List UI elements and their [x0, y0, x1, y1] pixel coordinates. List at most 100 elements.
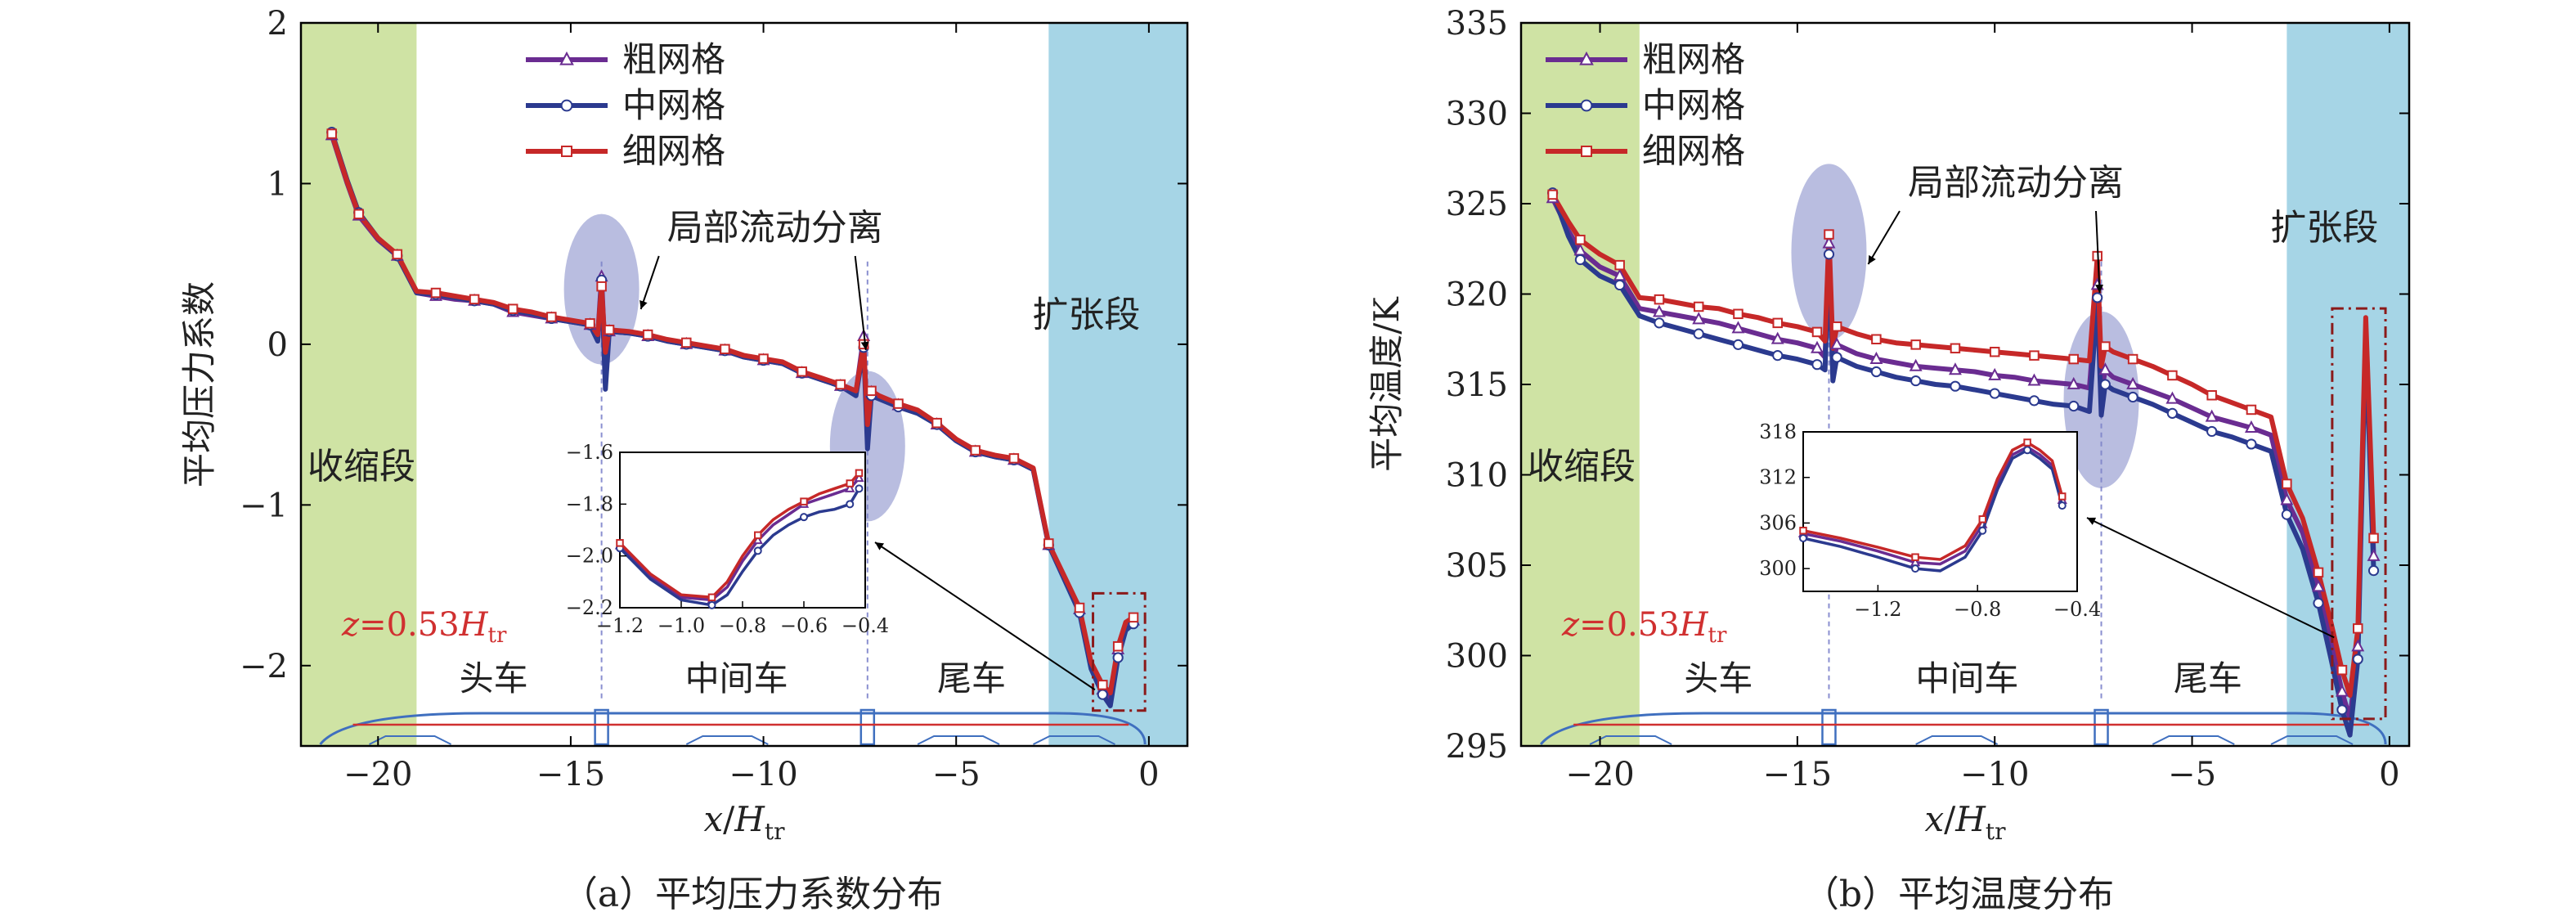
data-point-coarse — [1822, 236, 1836, 249]
y-tick-label: 305 — [1446, 547, 1508, 585]
data-point-coarse — [1988, 367, 2002, 380]
x-axis-label-part: / — [1944, 799, 1956, 839]
inset-data-point — [753, 546, 762, 555]
z-label-part: H — [459, 606, 489, 644]
data-point-medium — [1831, 352, 1842, 363]
data-point-fine — [931, 417, 942, 429]
data-point-coarse — [2367, 548, 2381, 561]
expansion-region — [1048, 23, 1187, 746]
contraction-region — [301, 23, 417, 746]
y-tick-label: 295 — [1446, 728, 1508, 766]
contraction-region — [1521, 23, 1640, 746]
panel-a-caption: （a）平均压力系数分布 — [562, 874, 943, 915]
data-point-coarse — [1948, 362, 1962, 375]
inset-data-point — [1799, 526, 1807, 535]
data-point-medium — [1811, 359, 1823, 371]
train-outline — [319, 708, 1147, 746]
data-point-fine — [585, 318, 595, 329]
annotation-label: 局部流动分离 — [1908, 162, 2124, 204]
car-joint — [2094, 708, 2109, 746]
data-point-medium — [1574, 254, 1586, 266]
data-point-fine — [866, 385, 877, 397]
data-point-fine — [1811, 326, 1823, 338]
data-point-medium — [1823, 249, 1835, 260]
inset-data-point — [800, 513, 808, 522]
data-point-medium — [2352, 654, 2363, 665]
train-outline — [1539, 708, 2387, 746]
data-point-medium — [1910, 375, 1922, 387]
inset-chart: −1.2 −1.0 −0.8 −0.6 −0.4 −2.2 −2.0 −1.8 −1.6 — [566, 441, 889, 637]
data-point-fine — [1575, 234, 1586, 245]
expansion-label: 扩张段 — [2270, 207, 2378, 249]
inset-data-point — [2058, 492, 2067, 501]
annotation-arrow-1 — [640, 255, 660, 310]
data-point-coarse — [2126, 376, 2140, 389]
y-tick-label: 335 — [1446, 5, 1508, 43]
data-point-fine — [2068, 353, 2079, 365]
data-point-fine — [2100, 341, 2111, 352]
data-point-medium — [2099, 379, 2111, 390]
y-axis-label: 平均压力系数 — [179, 281, 219, 487]
car-label: 尾车 — [2174, 658, 2242, 699]
y-tick-label: 1 — [267, 165, 288, 203]
inset-series-line — [618, 477, 860, 602]
inset-data-point — [1799, 534, 1807, 542]
data-point-fine — [2206, 390, 2217, 401]
data-point-medium — [2206, 425, 2218, 438]
data-point-coarse — [1830, 337, 1844, 350]
data-point-fine — [2336, 664, 2348, 676]
data-point-fine — [1824, 229, 1834, 240]
inset-data-point — [2058, 501, 2067, 510]
y-tick-label: 0 — [267, 326, 288, 364]
expansion-region — [2287, 23, 2409, 746]
data-point-fine — [2127, 353, 2138, 365]
data-point-fine — [797, 366, 807, 377]
data-point-fine — [1871, 334, 1882, 344]
y-tick-label: −2 — [240, 648, 288, 685]
y-tick-label: 2 — [267, 5, 288, 43]
inset-x-tick-label: −1.0 — [657, 614, 705, 637]
data-point-coarse — [1909, 358, 1923, 371]
data-point-medium — [1772, 350, 1784, 362]
data-point-medium — [2028, 395, 2040, 407]
data-point-fine — [2353, 623, 2363, 634]
inset-chart: −1.2 −0.8 −0.4 300 306 312 318 — [1759, 420, 2101, 621]
panel-b-caption: （b）平均温度分布 — [1803, 874, 2114, 915]
data-point-coarse — [1731, 321, 1745, 334]
data-point-fine — [326, 128, 337, 139]
data-point-medium — [1989, 388, 2000, 399]
inset-x-tick-label: −0.4 — [2053, 598, 2101, 621]
legend-marker — [561, 146, 572, 157]
inset-data-point — [754, 531, 762, 540]
inset-y-tick-label: 312 — [1759, 466, 1797, 489]
inset-x-tick-label: −0.8 — [1954, 598, 2001, 621]
y-tick-label: 325 — [1446, 186, 1508, 223]
z-label-part: H — [1679, 606, 1709, 644]
data-point-fine — [1128, 612, 1139, 623]
x-tick-label: −15 — [536, 756, 605, 793]
inset-data-point — [2023, 438, 2031, 447]
y-tick-label: 315 — [1446, 366, 1508, 404]
data-point-fine — [1910, 339, 1921, 350]
train-body — [1539, 712, 2387, 745]
data-point-medium — [2068, 400, 2080, 412]
data-point-coarse — [2067, 376, 2080, 389]
data-point-coarse — [2027, 373, 2041, 386]
z-label-part: tr — [488, 623, 507, 648]
data-point-fine — [2029, 350, 2040, 361]
inset-data-point — [707, 593, 716, 602]
legend-marker — [1579, 51, 1594, 65]
car-label: 中间车 — [1915, 658, 2018, 699]
data-point-fine — [1831, 321, 1842, 332]
train-bogies — [369, 735, 1115, 745]
annotation-arrow-2 — [854, 255, 869, 351]
data-point-coarse — [2312, 579, 2325, 592]
data-point-coarse — [2205, 409, 2219, 422]
data-point-medium — [1870, 366, 1882, 378]
data-point-medium — [1693, 328, 1704, 339]
data-point-fine — [1112, 640, 1124, 652]
x-tick-label: −20 — [343, 756, 412, 793]
data-point-fine — [596, 281, 607, 292]
annotation-arrow-1 — [1867, 210, 1901, 265]
inset-data-point — [1978, 515, 1987, 523]
